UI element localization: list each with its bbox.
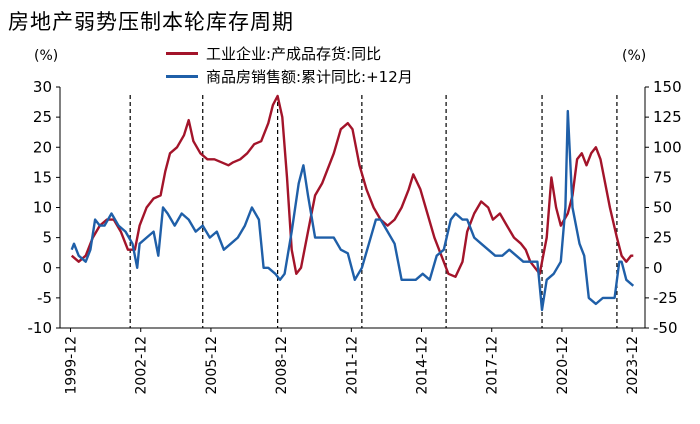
- y-left-tick-label: 5: [42, 229, 52, 247]
- y-left-tick-label: 15: [33, 168, 52, 186]
- x-tick-label: 2008-12: [274, 336, 290, 395]
- chart-title: 房地产弱势压制本轮库存周期: [8, 10, 294, 34]
- y-right-tick-label: -25: [653, 289, 678, 307]
- x-tick-label: 2017-12: [485, 336, 501, 395]
- y-left-tick-label: 20: [33, 138, 52, 156]
- left-axis-unit: (%): [34, 48, 59, 64]
- y-right-tick-label: 50: [653, 199, 672, 217]
- x-tick-label: 2020-12: [555, 336, 571, 395]
- legend-item-sales: 商品房销售额:累计同比:+12月: [166, 66, 413, 87]
- y-right-tick-label: 25: [653, 229, 672, 247]
- series-lines: [70, 94, 635, 312]
- legend-swatch-red: [166, 52, 198, 55]
- legend-label-sales: 商品房销售额:累计同比:+12月: [206, 68, 413, 86]
- y-left-tick-label: 25: [33, 108, 52, 126]
- right-axis-unit: (%): [622, 48, 647, 64]
- legend-label-inventory: 工业企业:产成品存货:同比: [206, 45, 382, 63]
- y-right-tick-label: -50: [653, 319, 678, 337]
- x-tick-label: 2002-12: [134, 336, 150, 395]
- legend-swatch-blue: [166, 75, 198, 78]
- y-right-tick-label: 100: [653, 138, 682, 156]
- x-tick-label: 2023-12: [625, 336, 641, 395]
- y-left-tick-label: 10: [33, 199, 52, 217]
- y-right-tick-label: 150: [653, 78, 682, 96]
- axis-ticks: 302520151050-5-101501251007550250-25-501…: [28, 78, 682, 395]
- y-left-tick-label: -10: [28, 319, 53, 337]
- vertical-dashed-lines: [129, 95, 618, 328]
- y-left-tick-label: -5: [37, 289, 52, 307]
- y-right-tick-label: 75: [653, 168, 672, 186]
- legend-item-inventory: 工业企业:产成品存货:同比: [166, 43, 381, 64]
- x-tick-label: 2011-12: [344, 336, 360, 395]
- y-left-tick-label: 30: [33, 78, 52, 96]
- y-left-tick-label: 0: [42, 259, 52, 277]
- series-line-inventory: [70, 94, 634, 278]
- series-line-sales: [70, 109, 635, 312]
- x-tick-label: 1999-12: [64, 336, 80, 395]
- x-tick-label: 2014-12: [415, 336, 431, 395]
- y-right-tick-label: 0: [653, 259, 663, 277]
- y-right-tick-label: 125: [653, 108, 682, 126]
- x-tick-label: 2005-12: [204, 336, 220, 395]
